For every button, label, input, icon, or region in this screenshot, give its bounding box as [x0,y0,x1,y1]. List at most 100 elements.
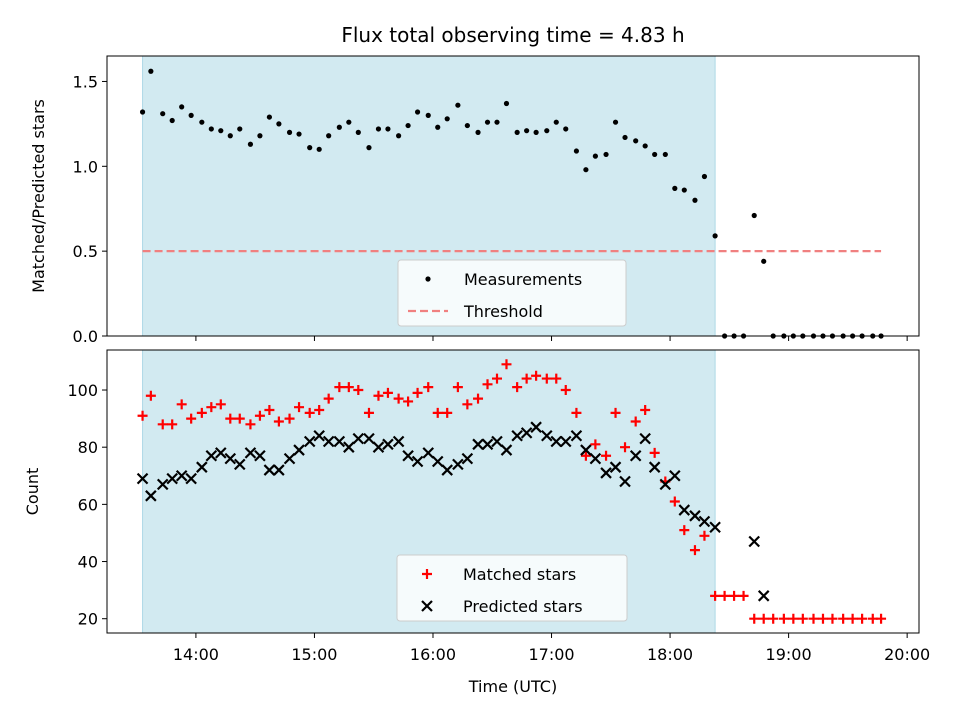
ratio-y-tick-label: 0.0 [73,327,98,346]
counts-point [273,416,284,427]
ratio-point [681,187,687,193]
counts-point [838,613,849,624]
ratio-point [355,129,361,135]
counts-point [402,449,414,462]
counts-point [649,447,660,458]
counts-point [689,510,701,522]
counts-point [412,387,423,398]
counts-point [719,590,730,601]
ratio-point [444,116,450,122]
counts-point [817,613,828,624]
counts-point [392,435,405,448]
counts-point [541,429,553,442]
counts-point [797,613,808,624]
counts-point [698,515,711,528]
counts-point [551,373,562,384]
counts-point [233,458,246,471]
ratio-point [642,143,648,149]
ratio-point [455,102,461,108]
counts-point [234,413,245,424]
ratio-point [425,112,431,118]
x-tick-label: 17:00 [528,645,574,664]
counts-point [729,590,740,601]
count-panel: 20 40 60 80 100 14:00 15:00 16:00 17:00 18:00 19:0… [23,349,930,664]
counts-point [619,475,631,488]
counts-point [293,444,305,456]
counts-y-tick-label: 40 [78,553,98,572]
ratio-point [573,148,580,154]
counts-point [254,449,266,462]
counts-point [137,410,148,421]
counts-point [136,472,149,485]
ratio-point [188,112,194,118]
counts-point [393,393,404,404]
ratio-legend: Measurements Threshold [397,259,627,327]
counts-point [709,521,721,534]
counts-point [768,613,779,624]
counts-point [808,613,819,624]
counts-point [600,467,612,479]
ratio-point [612,119,619,125]
counts-point [432,407,443,418]
counts-point [452,458,464,471]
counts-series-1 [137,359,887,624]
counts-point [382,438,394,451]
counts-point [185,472,197,485]
counts-point [601,450,612,461]
counts-point [571,407,582,418]
ratio-point [603,151,609,158]
counts-point [501,359,512,370]
counts-point [620,442,631,453]
counts-point [225,413,236,424]
counts-point [491,373,502,384]
x-tick-label: 20:00 [884,645,930,664]
counts-point [749,613,760,624]
ratio-point [652,151,658,158]
counts-point [442,407,453,418]
ratio-point [592,153,598,159]
counts-point [411,455,424,468]
counts-point [157,419,168,430]
counts-point [403,396,414,407]
counts-point [205,449,218,462]
ratio-y-axis-label: Matched/Predicted stars [29,99,48,293]
counts-point [511,429,523,442]
counts-point [176,399,187,410]
counts-point [559,435,572,448]
ratio-y-tick-label: 0.5 [73,242,98,261]
counts-point [827,613,838,624]
counts-point [303,435,316,448]
ratio-point [464,122,470,129]
counts-point [422,447,435,459]
counts-point [313,429,325,442]
ratio-point [326,133,332,139]
counts-point [273,464,285,476]
counts-point [541,373,552,384]
counts-point [491,435,503,448]
counts-point [648,461,661,473]
ratio-point [316,146,322,152]
counts-point [589,452,602,465]
counts-point [206,402,217,413]
counts-point [145,490,157,502]
counts-y-axis-label: Count [23,468,42,516]
counts-point [876,613,887,624]
counts-point [630,416,641,427]
ratio-point [583,167,589,173]
counts-point [778,613,789,624]
counts-point [757,590,770,602]
ratio-point [475,129,481,135]
ratio-legend-label: Measurements [464,270,582,289]
ratio-point [375,126,382,132]
ratio-point [494,119,500,125]
counts-point [530,421,542,433]
counts-point [550,435,563,448]
ratio-legend-box [397,259,627,327]
counts-point [629,449,642,462]
ratio-point [247,141,254,147]
counts-point [373,390,384,401]
counts-legend-marker [422,569,432,579]
counts-point [175,470,188,482]
ratio-point [218,128,224,134]
ratio-series-1 [139,68,884,339]
